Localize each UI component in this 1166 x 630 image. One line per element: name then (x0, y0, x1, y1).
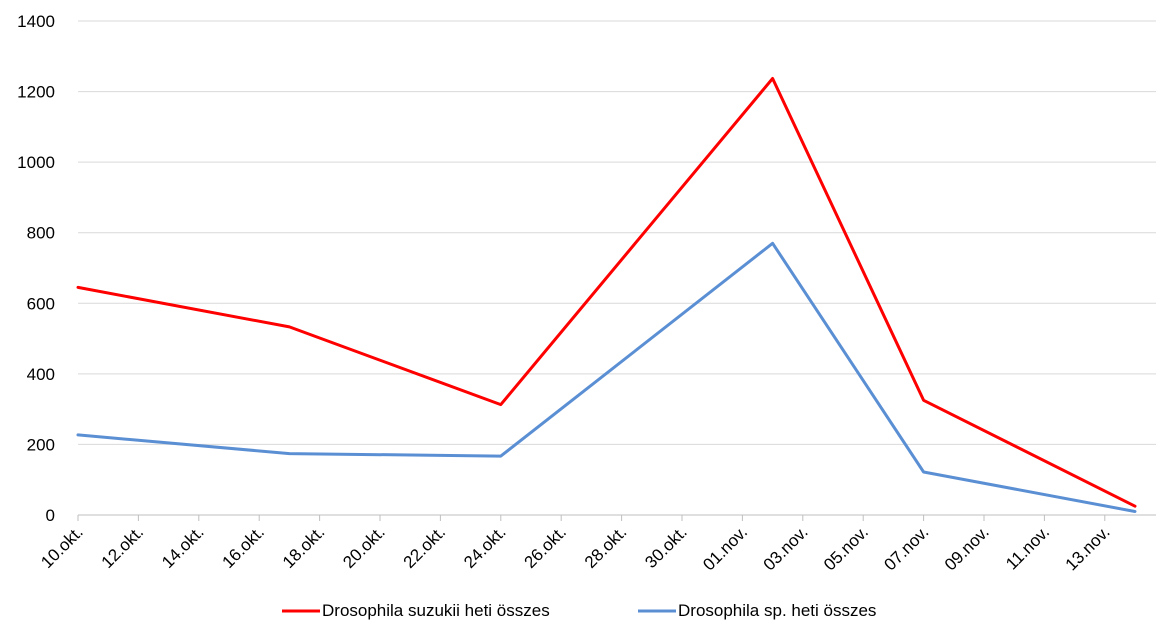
legend-label: Drosophila suzukii heti összes (322, 601, 550, 620)
x-tick-labels: 10.okt. 12.okt. 14.okt. 16.okt. 18.okt. 20.ok… (37, 522, 1113, 574)
x-tick-label: 01.nov. (699, 522, 751, 574)
y-tick-label: 1000 (17, 153, 55, 172)
y-tick-label: 400 (27, 365, 55, 384)
x-tick-label: 03.nov. (760, 522, 812, 574)
y-tick-label: 800 (27, 224, 55, 243)
x-tick-label: 13.nov. (1062, 522, 1114, 574)
x-tick-label: 24.okt. (460, 522, 510, 572)
y-tick-labels: 0 200 400 600 800 1000 1200 1400 (17, 12, 55, 525)
y-tick-label: 200 (27, 435, 55, 454)
x-tick-label: 11.nov. (1002, 522, 1053, 573)
gridlines (78, 20, 1156, 445)
x-tick-label: 05.nov. (820, 522, 872, 574)
x-tick-label: 28.okt. (581, 522, 631, 572)
series-line-1 (76, 241, 1137, 513)
legend-entry: Drosophila sp. heti összes (638, 601, 876, 620)
legend: Drosophila suzukii heti összes Drosophila… (282, 601, 876, 620)
x-tick-label: 16.okt. (218, 522, 268, 572)
series-lines (76, 77, 1137, 513)
x-tick-label: 09.nov. (941, 522, 993, 574)
y-tick-label: 1400 (17, 12, 55, 31)
axes (77, 514, 1156, 521)
x-tick-label: 18.okt. (279, 522, 329, 572)
y-tick-label: 1200 (17, 83, 55, 102)
series-line-0 (76, 77, 1137, 508)
x-tick-label: 22.okt. (400, 522, 450, 572)
x-tick-label: 26.okt. (520, 522, 570, 572)
legend-entry: Drosophila suzukii heti összes (282, 601, 550, 620)
y-tick-label: 0 (46, 506, 55, 525)
x-tick-label: 12.okt. (98, 522, 148, 572)
x-tick-label: 14.okt. (158, 522, 208, 572)
x-tick-label: 07.nov. (880, 522, 932, 574)
y-tick-label: 600 (27, 294, 55, 313)
x-tick-label: 10.okt. (37, 522, 87, 572)
x-tick-label: 30.okt. (641, 522, 691, 572)
legend-label: Drosophila sp. heti összes (678, 601, 876, 620)
x-tick-label: 20.okt. (339, 522, 389, 572)
